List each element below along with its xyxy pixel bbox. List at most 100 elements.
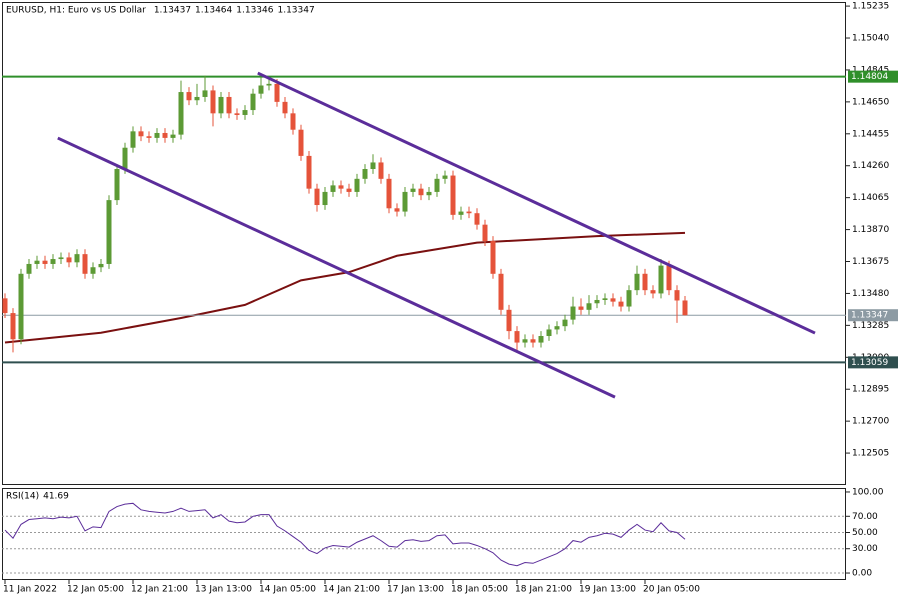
candle-body bbox=[538, 336, 544, 343]
candle-body bbox=[354, 178, 360, 192]
candle-body bbox=[26, 263, 32, 274]
y-tick-label: 1.14845 bbox=[852, 65, 889, 75]
candle-body bbox=[442, 175, 448, 179]
rsi-panel bbox=[2, 488, 846, 580]
price-label-box bbox=[848, 356, 898, 369]
trend-line bbox=[257, 71, 816, 335]
candle-body bbox=[274, 83, 280, 102]
candle-body bbox=[658, 265, 664, 294]
candle-body bbox=[530, 339, 536, 343]
candle-body bbox=[338, 185, 344, 189]
candle-body bbox=[490, 241, 496, 274]
candle-body bbox=[666, 265, 672, 291]
x-tick-label: 12 Jan 05:00 bbox=[67, 585, 124, 595]
candle-body bbox=[162, 132, 168, 138]
candle-body bbox=[330, 185, 336, 192]
candle-body bbox=[362, 169, 368, 179]
trend-line bbox=[57, 136, 616, 399]
candle-body bbox=[514, 331, 520, 343]
y-tick-label: 1.12700 bbox=[852, 417, 889, 427]
rsi-tick-label: 0.00 bbox=[852, 569, 872, 579]
candle-body bbox=[74, 254, 80, 263]
rsi-value: 41.69 bbox=[43, 492, 69, 502]
y-tick-label: 1.12505 bbox=[852, 449, 889, 459]
candle-body bbox=[554, 326, 560, 330]
x-tick-label: 11 Jan 2022 bbox=[3, 585, 57, 595]
x-tick-label: 13 Jan 13:00 bbox=[195, 585, 252, 595]
candle-body bbox=[266, 83, 272, 86]
candle-body bbox=[98, 263, 104, 268]
moving-average bbox=[4, 231, 686, 344]
candle-body bbox=[18, 273, 24, 340]
candle-body bbox=[298, 129, 304, 156]
price-label-box bbox=[848, 309, 898, 322]
y-tick-label: 1.13285 bbox=[852, 321, 889, 331]
candle-body bbox=[506, 309, 512, 332]
candle-body bbox=[498, 273, 504, 310]
x-tick-label: 12 Jan 21:00 bbox=[131, 585, 188, 595]
candle-body bbox=[194, 96, 200, 101]
x-tick-label: 19 Jan 13:00 bbox=[579, 585, 636, 595]
candle-body bbox=[410, 188, 416, 192]
x-tick-label: 18 Jan 21:00 bbox=[515, 585, 572, 595]
candle-body bbox=[226, 96, 232, 114]
candle-body bbox=[138, 131, 144, 137]
candle-body bbox=[642, 273, 648, 291]
candle-body bbox=[106, 200, 112, 264]
candle-body bbox=[634, 273, 640, 291]
candle-body bbox=[202, 90, 208, 97]
candle-body bbox=[674, 290, 680, 301]
price-label: 1.14804 bbox=[851, 72, 888, 82]
candle-body bbox=[250, 93, 256, 111]
candle-body bbox=[2, 298, 8, 314]
candle-body bbox=[242, 110, 248, 115]
y-tick-label: 1.12895 bbox=[852, 385, 889, 395]
candle-body bbox=[10, 313, 16, 340]
candle-body bbox=[682, 300, 688, 316]
candle-body bbox=[90, 267, 96, 274]
candle-body bbox=[418, 188, 424, 196]
rsi-title: RSI(14) bbox=[6, 492, 39, 502]
candle-body bbox=[186, 92, 192, 101]
candle-body bbox=[570, 306, 576, 320]
rsi-tick-label: 100.00 bbox=[852, 487, 884, 497]
candle-body bbox=[386, 178, 392, 209]
header: EURUSD, H1: Euro vs US Dollar 1.13437 1.… bbox=[6, 6, 315, 16]
candle-body bbox=[602, 298, 608, 300]
x-tick-label: 18 Jan 05:00 bbox=[451, 585, 508, 595]
candle-body bbox=[122, 147, 128, 170]
x-tick-label: 20 Jan 05:00 bbox=[643, 585, 700, 595]
candle-body bbox=[466, 211, 472, 214]
x-tick-label: 14 Jan 05:00 bbox=[259, 585, 316, 595]
candle-body bbox=[58, 257, 64, 260]
candle-body bbox=[82, 254, 88, 274]
candle-body bbox=[474, 213, 480, 225]
candle-body bbox=[306, 155, 312, 189]
rsi-tick-label: 50.00 bbox=[852, 528, 878, 538]
candle-body bbox=[610, 298, 616, 302]
candle-body bbox=[114, 169, 120, 201]
y-tick-label: 1.13870 bbox=[852, 225, 889, 235]
y-tick-label: 1.15235 bbox=[852, 2, 889, 12]
high-price: 1.13464 bbox=[195, 6, 232, 16]
candle-body bbox=[546, 329, 552, 337]
candle-body bbox=[626, 290, 632, 307]
y-tick-label: 1.14650 bbox=[852, 97, 889, 107]
candle-body bbox=[154, 132, 160, 138]
rsi-tick-label: 70.00 bbox=[852, 512, 878, 522]
candle-body bbox=[402, 191, 408, 212]
candle-body bbox=[586, 303, 592, 310]
candle-body bbox=[482, 224, 488, 242]
candle-body bbox=[178, 92, 184, 135]
candle-body bbox=[218, 96, 224, 114]
open-price: 1.13437 bbox=[154, 6, 191, 16]
candle-body bbox=[146, 136, 152, 138]
candle-body bbox=[234, 113, 240, 115]
price-label: 1.13347 bbox=[851, 311, 888, 321]
candle-body bbox=[66, 257, 72, 263]
price-label-box bbox=[848, 70, 898, 83]
candle-body bbox=[426, 191, 432, 196]
low-price: 1.13346 bbox=[236, 6, 273, 16]
